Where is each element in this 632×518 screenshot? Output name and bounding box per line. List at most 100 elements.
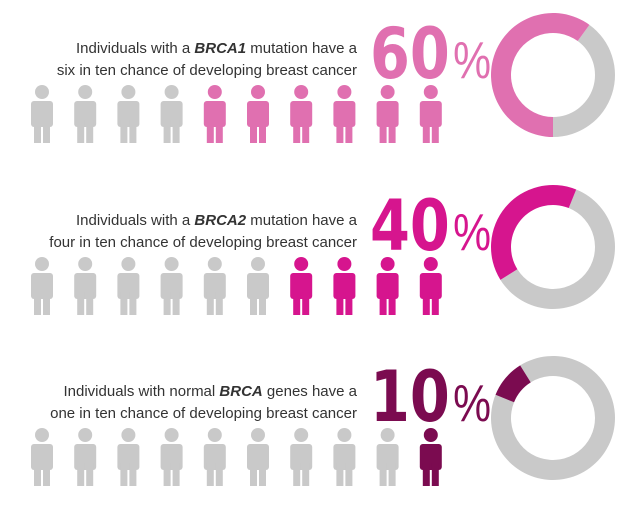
icon-leg bbox=[431, 292, 439, 315]
icon-leg bbox=[379, 120, 387, 143]
icon-leg bbox=[345, 463, 353, 486]
icon-head bbox=[337, 257, 352, 271]
person-icon bbox=[290, 85, 313, 143]
description-line: four in ten chance of developing breast … bbox=[49, 234, 357, 251]
icon-leg bbox=[43, 463, 50, 486]
icon-head bbox=[380, 85, 395, 99]
person-icon bbox=[117, 428, 140, 486]
gene-name: BRCA1 bbox=[194, 40, 246, 57]
icon-leg bbox=[388, 120, 396, 143]
person-icons bbox=[31, 85, 442, 143]
icon-head bbox=[35, 257, 49, 271]
person-icon bbox=[74, 257, 97, 315]
description-line: Individuals with a BRCA1 mutation have a bbox=[76, 40, 358, 57]
person-icon bbox=[117, 257, 140, 315]
donut-segment bbox=[495, 365, 531, 403]
icon-leg bbox=[422, 120, 430, 143]
person-icon bbox=[333, 428, 356, 486]
icon-head bbox=[78, 428, 93, 442]
gene-name: BRCA bbox=[219, 383, 262, 400]
icon-leg bbox=[379, 463, 387, 486]
icon-leg bbox=[77, 120, 85, 143]
icon-leg bbox=[259, 292, 266, 315]
person-icon bbox=[290, 257, 313, 315]
icon-leg bbox=[163, 120, 171, 143]
icon-leg bbox=[259, 463, 266, 486]
icon-head bbox=[251, 428, 265, 442]
icon-leg bbox=[77, 463, 85, 486]
icon-leg bbox=[172, 463, 180, 486]
icon-head bbox=[251, 85, 265, 99]
description-line: Individuals with a BRCA2 mutation have a bbox=[76, 212, 358, 229]
icon-head bbox=[121, 85, 136, 99]
icon-head bbox=[337, 85, 352, 99]
donut-rest bbox=[500, 189, 615, 310]
person-icon bbox=[419, 85, 442, 143]
description-text: mutation have a bbox=[246, 40, 358, 57]
icon-leg bbox=[163, 463, 171, 486]
gene-name: BRCA2 bbox=[194, 212, 246, 229]
icon-leg bbox=[163, 292, 171, 315]
icon-leg bbox=[422, 463, 430, 486]
icon-leg bbox=[250, 292, 257, 315]
icon-head bbox=[423, 257, 438, 271]
icon-head bbox=[251, 257, 265, 271]
icon-leg bbox=[215, 292, 223, 315]
person-icon bbox=[74, 428, 97, 486]
icon-leg bbox=[120, 120, 128, 143]
icon-leg bbox=[422, 292, 430, 315]
icon-leg bbox=[250, 120, 257, 143]
icon-head bbox=[207, 85, 222, 99]
icon-leg bbox=[77, 292, 85, 315]
icon-leg bbox=[129, 292, 137, 315]
percent-label: 10% bbox=[370, 358, 491, 439]
icon-head bbox=[78, 85, 93, 99]
icon-leg bbox=[250, 463, 257, 486]
icon-leg bbox=[86, 120, 94, 143]
person-icon bbox=[247, 257, 269, 315]
icon-head bbox=[294, 85, 309, 99]
icon-leg bbox=[259, 120, 266, 143]
icon-leg bbox=[379, 292, 387, 315]
description-text: Individuals with a bbox=[76, 212, 194, 229]
icon-leg bbox=[129, 120, 137, 143]
person-icon bbox=[376, 85, 399, 143]
person-icon bbox=[247, 428, 269, 486]
icon-leg bbox=[129, 463, 137, 486]
icon-leg bbox=[293, 463, 301, 486]
icon-leg bbox=[345, 292, 353, 315]
icon-leg bbox=[302, 292, 310, 315]
description-text: genes have a bbox=[263, 383, 358, 400]
icon-head bbox=[207, 257, 222, 271]
icon-leg bbox=[302, 463, 310, 486]
icon-leg bbox=[172, 120, 180, 143]
icon-leg bbox=[431, 120, 439, 143]
icon-leg bbox=[172, 292, 180, 315]
donut-segment bbox=[491, 13, 590, 138]
icon-leg bbox=[34, 463, 41, 486]
icon-leg bbox=[336, 120, 344, 143]
icon-leg bbox=[293, 292, 301, 315]
description-text: mutation have a bbox=[246, 212, 358, 229]
icon-leg bbox=[431, 463, 439, 486]
icon-leg bbox=[336, 463, 344, 486]
icon-leg bbox=[34, 120, 41, 143]
person-icons bbox=[31, 257, 442, 315]
person-icon bbox=[333, 257, 356, 315]
person-icon bbox=[31, 428, 53, 486]
donut-segment bbox=[491, 185, 577, 280]
icon-head bbox=[380, 428, 395, 442]
icon-leg bbox=[388, 292, 396, 315]
description-text: Individuals with a bbox=[76, 40, 194, 57]
icon-leg bbox=[215, 120, 223, 143]
icon-head bbox=[164, 257, 179, 271]
percent-label: 60% bbox=[370, 15, 491, 96]
person-icon bbox=[31, 85, 53, 143]
person-icons bbox=[31, 428, 442, 486]
person-icon bbox=[290, 428, 313, 486]
person-icon bbox=[117, 85, 140, 143]
icon-leg bbox=[206, 120, 214, 143]
person-icon bbox=[419, 428, 442, 486]
icon-leg bbox=[86, 463, 94, 486]
